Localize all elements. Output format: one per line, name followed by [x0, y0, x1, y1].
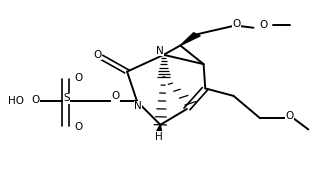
Text: O: O — [285, 111, 294, 121]
Text: S: S — [63, 93, 70, 103]
Text: O: O — [93, 50, 101, 60]
Text: H: H — [155, 132, 163, 142]
Text: O: O — [75, 122, 83, 132]
Text: N: N — [134, 101, 142, 111]
Polygon shape — [180, 33, 200, 45]
Text: N: N — [156, 46, 164, 56]
Text: O: O — [111, 91, 120, 101]
Text: O: O — [233, 19, 241, 29]
Polygon shape — [155, 125, 162, 134]
Text: O: O — [31, 95, 40, 105]
Text: HO: HO — [8, 96, 24, 106]
Text: O: O — [259, 20, 268, 30]
Text: O: O — [75, 73, 83, 83]
Text: methyl: methyl — [273, 20, 278, 21]
